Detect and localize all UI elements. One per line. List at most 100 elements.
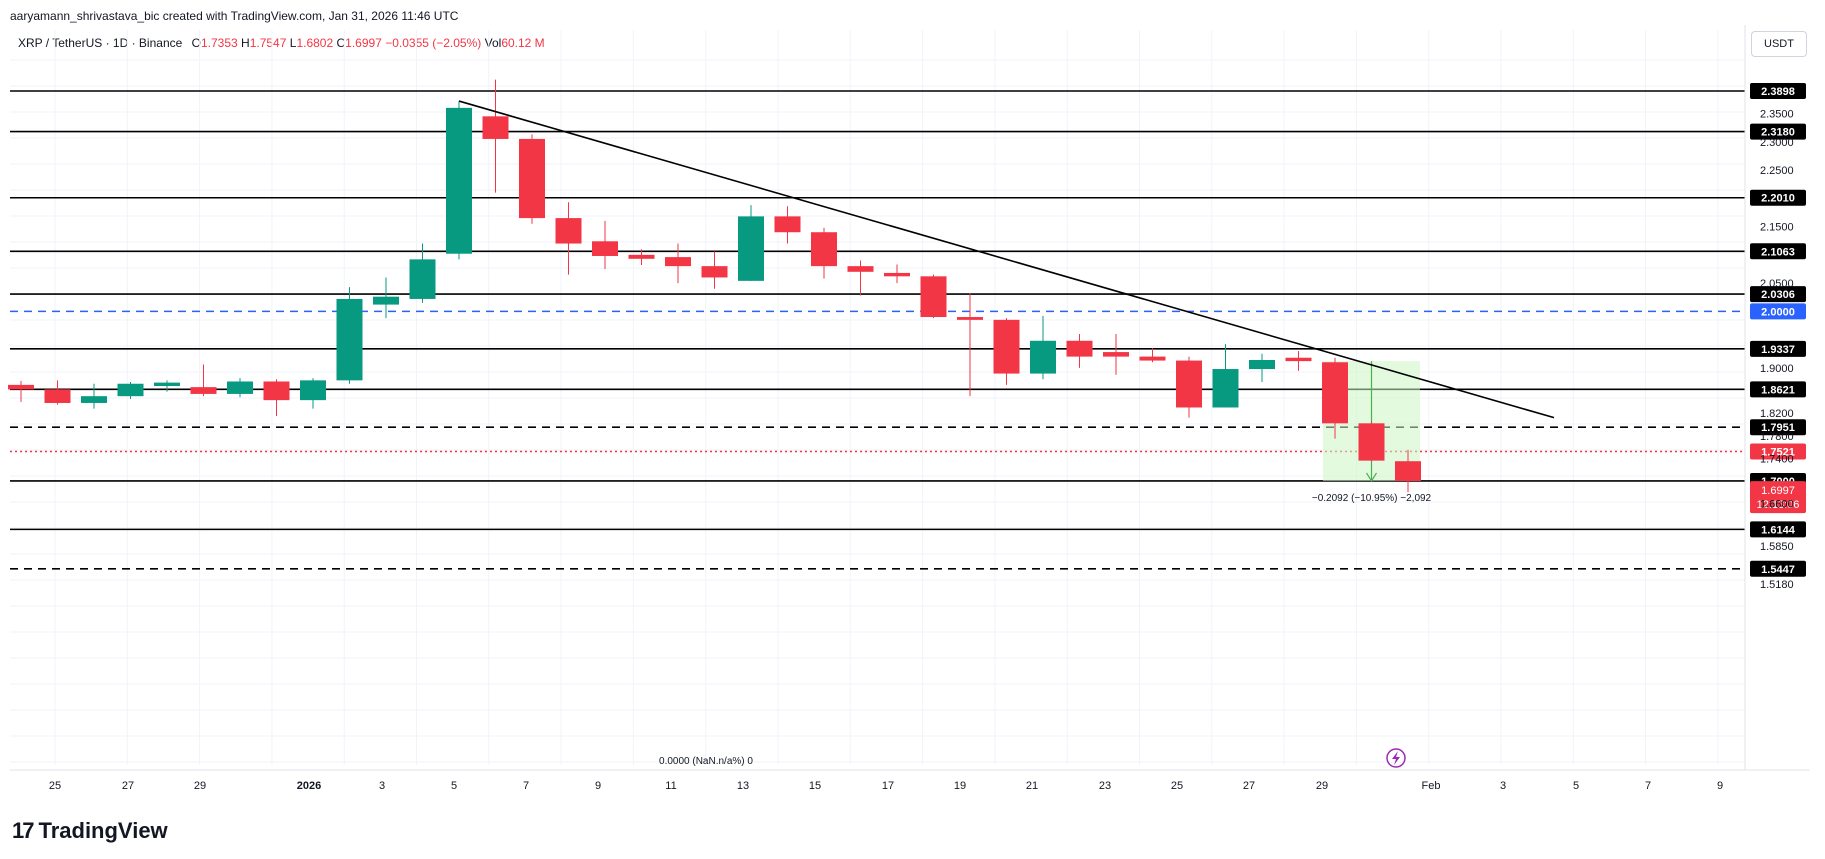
candle-up	[738, 216, 764, 281]
price-tick-label: 1.6600	[1760, 499, 1794, 511]
candle-down	[665, 257, 691, 267]
level-price-label: 2.0000	[1761, 306, 1795, 318]
level-price-badge	[1750, 83, 1806, 99]
level-price-badge	[1750, 286, 1806, 303]
currency-button[interactable]: USDT	[1751, 31, 1807, 57]
price-tick-label: 1.7400	[1760, 453, 1794, 465]
candle-up	[446, 107, 472, 254]
candle-down	[920, 276, 947, 318]
trendline-down	[458, 100, 1555, 419]
candle-up	[1030, 340, 1056, 374]
lightning-icon[interactable]	[1386, 748, 1406, 768]
chart-attribution: aaryamann_shrivastava_bic created with T…	[10, 9, 459, 23]
candle-up	[373, 296, 399, 305]
candle-down	[774, 216, 801, 233]
level-price-badge	[1750, 443, 1806, 460]
candle-down	[555, 218, 582, 244]
current-price-label: 1.6997	[1761, 485, 1795, 497]
time-tick-label: 13	[737, 780, 749, 792]
level-price-label: 2.3180	[1761, 127, 1795, 139]
level-price-label: 1.9337	[1761, 344, 1795, 356]
time-tick-label: 11	[665, 780, 676, 792]
tradingview-logo[interactable]: 17 TradingView	[12, 818, 168, 844]
candle-down	[701, 266, 728, 278]
tradingview-brand: TradingView	[38, 818, 168, 843]
price-tick-label: 2.1500	[1760, 222, 1794, 234]
time-tick-label: 19	[954, 780, 966, 792]
time-tick-label: 2026	[297, 780, 321, 792]
candle-up	[300, 380, 326, 401]
volume-value: 60.12 M	[501, 36, 545, 50]
level-price-label: 1.6144	[1761, 524, 1796, 536]
time-tick-label: 17	[882, 780, 894, 792]
measure-arrowhead	[1365, 472, 1378, 483]
price-tick-label: 2.3000	[1760, 137, 1794, 149]
level-price-label: 2.1063	[1761, 246, 1795, 258]
candle-down	[628, 254, 655, 259]
candle-down	[1066, 340, 1093, 357]
close-label: C	[336, 36, 346, 50]
time-tick-label: 5	[1573, 780, 1579, 792]
candle-down	[8, 384, 34, 390]
time-tick-label: 21	[1026, 780, 1038, 792]
change-value: −0.0355 (−2.05%)	[385, 36, 482, 50]
level-price-label: 2.2010	[1761, 193, 1795, 205]
lightning-icon-bolt	[1392, 751, 1400, 765]
time-tick-label: 29	[1316, 780, 1328, 792]
candle-down	[1176, 360, 1202, 408]
candle-down	[847, 266, 874, 272]
symbol-label[interactable]: XRP / TetherUS · 1D · Binance	[18, 36, 183, 50]
time-tick-label: 15	[809, 780, 821, 792]
level-price-badge	[1750, 243, 1806, 260]
open-label: O	[191, 36, 201, 50]
time-tick-label: 25	[49, 780, 61, 792]
candle-down	[263, 381, 290, 401]
candle-down	[1322, 362, 1348, 424]
candle-down	[1139, 356, 1166, 361]
lightning-icon-ring	[1386, 748, 1406, 768]
candle-up	[227, 381, 253, 394]
time-tick-label: 3	[1500, 780, 1506, 792]
level-price-badge	[1750, 189, 1806, 206]
measure-label: −0.2092 (−10.95%) −2,092	[1312, 493, 1432, 504]
candle-up	[409, 259, 436, 299]
time-tick-label: 3	[379, 780, 385, 792]
time-tick-label: 23	[1099, 780, 1111, 792]
level-price-label: 2.0306	[1761, 289, 1795, 301]
candle-down	[1395, 461, 1421, 481]
time-tick-label: 5	[451, 780, 457, 792]
candle-down	[884, 272, 910, 277]
candle-up	[1212, 369, 1239, 408]
level-price-label: 1.7951	[1761, 422, 1795, 434]
time-tick-label: 7	[1645, 780, 1651, 792]
close-value: 1.6997	[345, 36, 382, 50]
candle-up	[81, 396, 107, 403]
candle-down	[44, 389, 71, 403]
candle-down	[957, 317, 983, 320]
price-tick-label: 1.9000	[1760, 363, 1794, 375]
candle-down	[993, 319, 1020, 374]
level-price-badge	[1750, 521, 1806, 538]
candle-down	[482, 116, 509, 139]
candle-up	[1249, 359, 1275, 370]
zero-measure-label: 0.0000 (NaN.n/a%) 0	[659, 756, 753, 767]
time-tick-label: 9	[595, 780, 601, 792]
level-price-badge	[1750, 340, 1806, 357]
annotations: 0.0000 (NaN.n/a%) 0	[659, 748, 1406, 768]
time-tick-label: Feb	[1422, 780, 1441, 792]
time-tick-label: 25	[1171, 780, 1183, 792]
level-price-badge	[1750, 381, 1806, 398]
low-value: 1.6802	[296, 36, 334, 50]
level-price-badge	[1750, 123, 1806, 140]
low-label: L	[289, 36, 297, 50]
horizontal-levels: 2.3898 2.3180 2.2010 2.1063 2.0306 2.0000 1.93…	[10, 83, 1806, 577]
tradingview-logo-icon: 17	[12, 818, 35, 843]
current-price-badge	[1750, 481, 1806, 514]
open-value: 1.7353	[200, 36, 238, 50]
price-tick-label: 1.5180	[1760, 579, 1794, 591]
level-price-label: 1.5447	[1761, 564, 1795, 576]
price-tick-label: 2.2500	[1760, 165, 1794, 177]
countdown-label: 12:13:06	[1757, 499, 1800, 511]
time-tick-label: 9	[1717, 780, 1723, 792]
